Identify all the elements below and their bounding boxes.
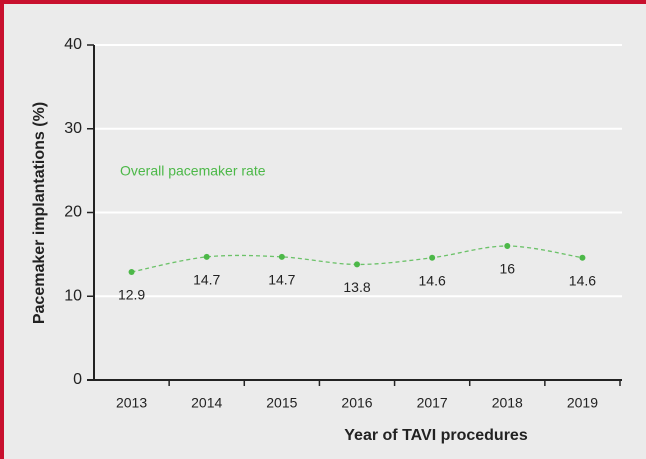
data-label: 12.9	[118, 287, 145, 303]
y-tick-label: 40	[64, 36, 82, 53]
point	[128, 268, 135, 275]
data-label: 14.6	[569, 272, 596, 288]
data-label: 14.7	[193, 272, 220, 288]
point	[203, 253, 210, 260]
x-tick-label: 2017	[417, 395, 448, 411]
point	[429, 254, 436, 261]
x-tick-label: 2015	[266, 395, 297, 411]
x-tick-label: 2014	[191, 395, 222, 411]
annotation: Overall pacemaker rate	[120, 163, 266, 179]
y-axis-title: Pacemaker implantations (%)	[31, 102, 48, 324]
y-tick-label: 10	[64, 287, 82, 304]
x-axis-title: Year of TAVI procedures	[344, 427, 528, 444]
data-label: 14.7	[268, 272, 295, 288]
data-label: 14.6	[419, 272, 446, 288]
y-tick-label: 0	[73, 371, 82, 388]
y-tick-label: 20	[64, 204, 82, 221]
point	[354, 261, 360, 268]
x-tick-label: 2013	[116, 395, 147, 411]
x-tick-label: 2016	[341, 395, 372, 411]
x-tick-label: 2018	[492, 395, 523, 411]
point	[579, 254, 586, 261]
y-tick-label: 30	[64, 120, 82, 137]
data-label: 13.8	[343, 279, 370, 295]
data-label: 16	[499, 261, 515, 277]
point	[278, 253, 285, 260]
point	[504, 243, 511, 249]
x-tick-label: 2019	[567, 395, 598, 411]
